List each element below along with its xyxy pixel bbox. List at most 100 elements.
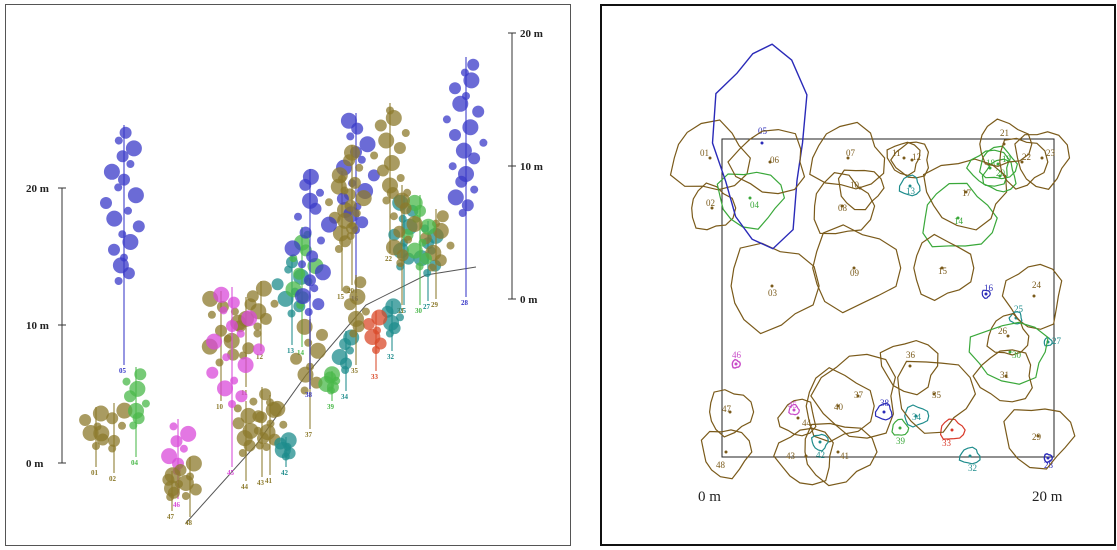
stem-point-15	[940, 266, 944, 270]
profile-tree-label-37: 37	[305, 431, 313, 439]
profile-tree-31: 31	[386, 185, 423, 315]
stem-point-11	[902, 156, 906, 160]
profile-tree-label-42: 42	[281, 469, 289, 477]
profile-tree-48: 48	[174, 455, 202, 527]
profile-tree-label-34: 34	[341, 393, 349, 401]
stem-point-46	[734, 362, 738, 366]
profile-tree-label-10: 10	[216, 403, 224, 411]
crown-label-03: 03	[768, 288, 778, 298]
stem-point-32	[968, 454, 972, 458]
crown-label-41: 41	[840, 451, 849, 461]
crown-outline-28	[1043, 453, 1054, 464]
left-scale-label-20: 20 m	[26, 183, 49, 195]
stem-point-41	[836, 450, 840, 454]
stem-point-02	[710, 206, 714, 210]
forest-profile-diagram: 20 m 10 m 0 m 20 m 10 m 0 m 010204051011…	[26, 28, 543, 527]
crown-outline-19	[981, 158, 1017, 193]
crown-label-42: 42	[816, 450, 825, 460]
crown-outline-47	[708, 389, 755, 438]
crown-outline-24	[1001, 263, 1063, 330]
profile-tree-label-15: 15	[337, 293, 345, 301]
crown-label-26: 26	[998, 326, 1008, 336]
stem-point-19	[998, 174, 1002, 178]
profile-tree-label-43: 43	[257, 479, 265, 487]
crown-label-38: 38	[880, 398, 890, 408]
right-scale-label-10: 10 m	[520, 161, 543, 173]
profile-tree-label-48: 48	[185, 519, 193, 527]
crown-outline-20	[978, 145, 1019, 180]
crown-outline-42	[810, 433, 829, 452]
crown-outline-39	[891, 418, 910, 436]
crown-label-20: 20	[996, 168, 1006, 178]
stem-point-04	[748, 196, 752, 200]
crown-outline-48	[700, 429, 753, 480]
x-axis-start-label: 0 m	[698, 489, 721, 505]
stem-point-14	[956, 216, 960, 220]
stem-point-44	[796, 416, 800, 420]
profile-tree-22: 22	[370, 103, 410, 263]
crown-outline-33	[939, 418, 966, 440]
crown-label-13: 13	[906, 186, 916, 196]
plot-boundary	[721, 138, 1055, 458]
profile-tree-label-01: 01	[91, 469, 99, 477]
profile-tree-label-38: 38	[305, 391, 313, 399]
crown-label-25: 25	[1014, 304, 1024, 314]
profile-tree-label-33: 33	[371, 373, 379, 381]
stem-point-28	[1046, 456, 1050, 460]
crown-outline-09	[812, 224, 902, 314]
crown-label-46: 46	[732, 350, 742, 360]
crown-outline-12	[890, 141, 930, 179]
profile-tree-label-30: 30	[415, 307, 423, 315]
profile-tree-35: 35	[342, 275, 370, 375]
crown-label-45: 45	[788, 400, 798, 410]
crown-label-27: 27	[1052, 336, 1062, 346]
stem-point-07	[846, 156, 850, 160]
crown-outline-36	[879, 339, 939, 396]
profile-tree-label-31: 31	[397, 307, 405, 315]
stem-point-09	[852, 266, 856, 270]
crown-outline-03	[730, 242, 820, 335]
crown-label-14: 14	[954, 216, 964, 226]
crown-label-12: 12	[912, 152, 921, 162]
stem-point-30	[1008, 350, 1012, 354]
crown-outline-02	[691, 182, 737, 231]
crown-outline-23	[1014, 131, 1071, 190]
crown-outline-07	[809, 121, 886, 190]
crown-label-19: 19	[1002, 154, 1012, 164]
stem-point-06	[768, 160, 772, 164]
profile-tree-04: 04	[122, 367, 150, 467]
stem-point-45	[792, 408, 796, 412]
crown-outline-38	[874, 402, 893, 421]
left-scale-label-10: 10 m	[26, 320, 49, 332]
stem-point-34	[914, 414, 918, 418]
profile-tree-42: 42	[274, 432, 297, 477]
crown-label-16: 16	[984, 283, 994, 293]
crown-outline-17	[922, 158, 1008, 231]
profile-tree-38: 38	[284, 168, 337, 399]
stem-point-33	[950, 428, 954, 432]
profile-trees-group: 0102040510111213141516202225272829303132…	[79, 57, 488, 527]
crown-label-23: 23	[1046, 148, 1056, 158]
crown-label-06: 06	[770, 155, 780, 165]
x-axis-end-label: 20 m	[1032, 489, 1063, 505]
crown-label-32: 32	[968, 463, 977, 473]
profile-tree-01: 01	[79, 405, 109, 477]
crown-label-30: 30	[1012, 350, 1022, 360]
crown-outline-10	[837, 169, 885, 211]
stem-point-05	[760, 141, 764, 145]
stem-point-39	[898, 426, 902, 430]
crown-label-04: 04	[750, 200, 760, 210]
stem-point-24	[1032, 294, 1036, 298]
stem-point-37	[856, 394, 860, 398]
ground-slope-line	[185, 266, 477, 524]
profile-tree-label-22: 22	[385, 255, 393, 263]
stem-point-38	[882, 410, 886, 414]
stem-point-08	[840, 204, 844, 208]
stem-point-47	[728, 410, 732, 414]
profile-tree-label-45: 45	[227, 469, 235, 477]
profile-tree-label-28: 28	[461, 299, 469, 307]
profile-tree-45: 45	[206, 286, 265, 477]
profile-tree-label-13: 13	[287, 347, 295, 355]
